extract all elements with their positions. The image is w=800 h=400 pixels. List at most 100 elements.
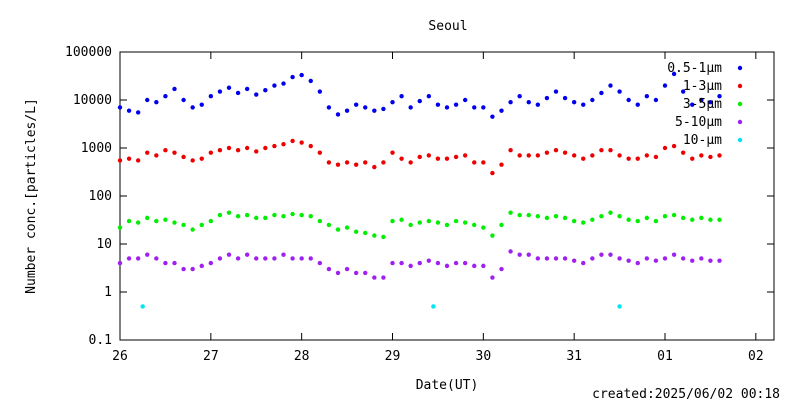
data-point	[408, 263, 413, 269]
x-tick-label: 27	[203, 349, 219, 364]
data-point	[235, 256, 241, 261]
data-point	[244, 145, 250, 151]
data-point	[263, 256, 268, 261]
data-point	[344, 266, 350, 272]
data-point	[472, 105, 477, 110]
data-point	[599, 213, 604, 219]
legend: 0.5-1μm 1-3μm 3-5μm 5-10μm 10-μm	[667, 61, 743, 148]
data-point	[526, 153, 531, 158]
data-point	[363, 230, 368, 236]
data-marks	[117, 71, 722, 309]
y-axis-ticks: 0.1 1 10 100 1000 10000 100000	[65, 45, 774, 348]
data-point	[717, 153, 722, 158]
data-point	[544, 95, 550, 101]
data-point	[344, 225, 350, 230]
data-point	[244, 86, 250, 92]
data-point	[508, 210, 513, 215]
data-point	[462, 97, 468, 103]
data-point	[708, 217, 713, 222]
data-point	[553, 89, 559, 94]
data-point	[145, 252, 150, 257]
data-point	[535, 153, 541, 158]
data-point	[145, 150, 150, 155]
series-4-points	[117, 249, 722, 280]
data-point	[381, 234, 386, 240]
data-point	[299, 140, 304, 145]
data-point	[708, 258, 713, 263]
series-5-points	[140, 304, 622, 309]
data-point	[562, 150, 568, 155]
data-point	[472, 263, 477, 269]
data-point	[644, 215, 650, 221]
data-point	[172, 86, 177, 92]
data-point	[363, 270, 368, 276]
data-point	[517, 252, 522, 257]
data-point	[363, 105, 368, 110]
data-point	[671, 71, 677, 77]
data-point	[408, 222, 413, 228]
data-point	[226, 145, 232, 151]
data-point	[635, 218, 640, 224]
data-point	[590, 97, 595, 103]
data-point	[226, 85, 232, 90]
series-3-points	[117, 210, 722, 240]
data-point	[172, 220, 177, 225]
data-point	[435, 220, 441, 225]
data-point	[599, 252, 604, 257]
data-point	[653, 154, 659, 160]
data-point	[671, 143, 677, 149]
data-point	[235, 90, 241, 96]
data-point	[699, 97, 704, 103]
data-point	[117, 158, 123, 163]
data-point	[190, 105, 195, 110]
data-point	[181, 266, 186, 272]
data-point	[226, 210, 232, 215]
data-point	[335, 227, 341, 232]
data-point	[363, 160, 368, 165]
data-point	[417, 260, 422, 266]
data-point	[490, 233, 495, 238]
data-point	[553, 147, 559, 153]
data-point	[208, 218, 214, 224]
data-point	[626, 258, 631, 263]
data-point	[263, 88, 268, 93]
data-point	[462, 220, 468, 225]
data-point	[544, 150, 550, 155]
data-point	[399, 156, 404, 161]
data-point	[254, 215, 259, 221]
data-point	[626, 156, 631, 161]
data-point	[426, 153, 432, 158]
data-point	[181, 154, 186, 160]
data-point	[372, 233, 377, 238]
data-point	[135, 256, 141, 261]
series-2-points	[117, 138, 722, 176]
data-point	[472, 222, 477, 228]
data-point	[717, 93, 722, 99]
x-tick-label: 30	[476, 349, 492, 364]
data-point	[472, 160, 477, 165]
data-point	[444, 105, 450, 110]
data-point	[599, 90, 604, 96]
data-point	[290, 256, 295, 261]
data-point	[590, 256, 595, 261]
data-point	[481, 263, 486, 269]
data-point	[699, 153, 704, 158]
data-point	[290, 211, 295, 217]
data-point	[154, 99, 159, 105]
data-point	[562, 215, 568, 221]
data-point	[154, 153, 159, 158]
data-point	[535, 102, 541, 107]
data-point	[154, 218, 159, 224]
data-point	[581, 102, 586, 107]
data-point	[372, 275, 377, 280]
data-point	[508, 249, 513, 254]
data-point	[381, 106, 386, 112]
data-point	[335, 162, 341, 167]
data-point	[690, 258, 695, 263]
data-point	[417, 220, 422, 225]
data-point	[308, 256, 313, 261]
data-point	[272, 212, 277, 218]
y-axis-label: Number conc.[particles/L]	[24, 98, 39, 294]
data-point	[653, 218, 659, 224]
data-point	[217, 256, 223, 261]
